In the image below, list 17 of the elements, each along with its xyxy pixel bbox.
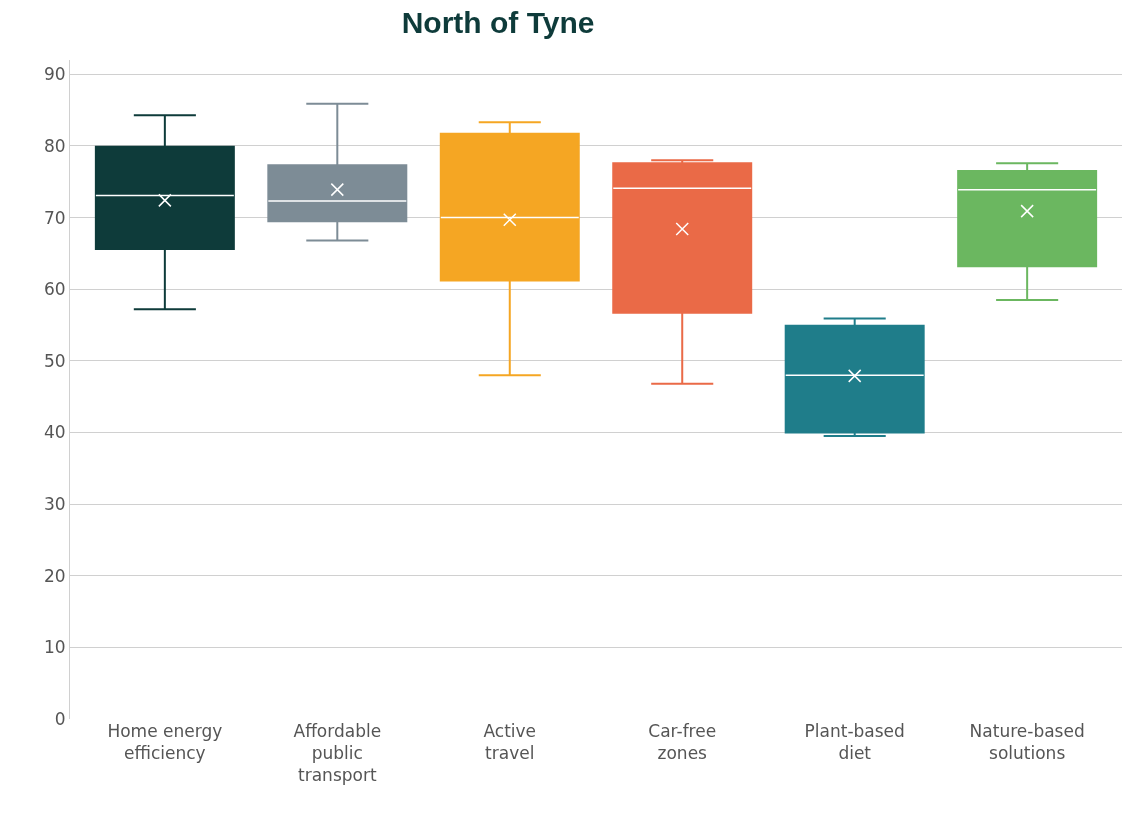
chart-title: North of Tyne: [401, 6, 595, 40]
y-tick-label: 80: [43, 135, 66, 156]
y-tick-label: 30: [43, 494, 66, 515]
y-tick-label: 0: [54, 708, 66, 729]
x-tick-label: Active travel: [483, 721, 537, 764]
x-tick-label: Nature-based solutions: [969, 721, 1085, 764]
y-tick-label: 90: [43, 64, 66, 85]
y-tick-label: 10: [43, 637, 66, 658]
y-tick-label: 40: [43, 422, 66, 443]
y-tick-label: 70: [43, 207, 66, 228]
x-tick-label: Plant-based diet: [804, 721, 905, 764]
y-tick-label: 50: [43, 350, 66, 371]
x-tick-label: Home energy efficiency: [107, 721, 223, 764]
y-tick-label: 20: [43, 565, 66, 586]
y-tick-label: 60: [43, 279, 66, 300]
x-tick-label: Car-free zones: [648, 721, 717, 764]
x-tick-label: Affordable public transport: [293, 721, 382, 786]
